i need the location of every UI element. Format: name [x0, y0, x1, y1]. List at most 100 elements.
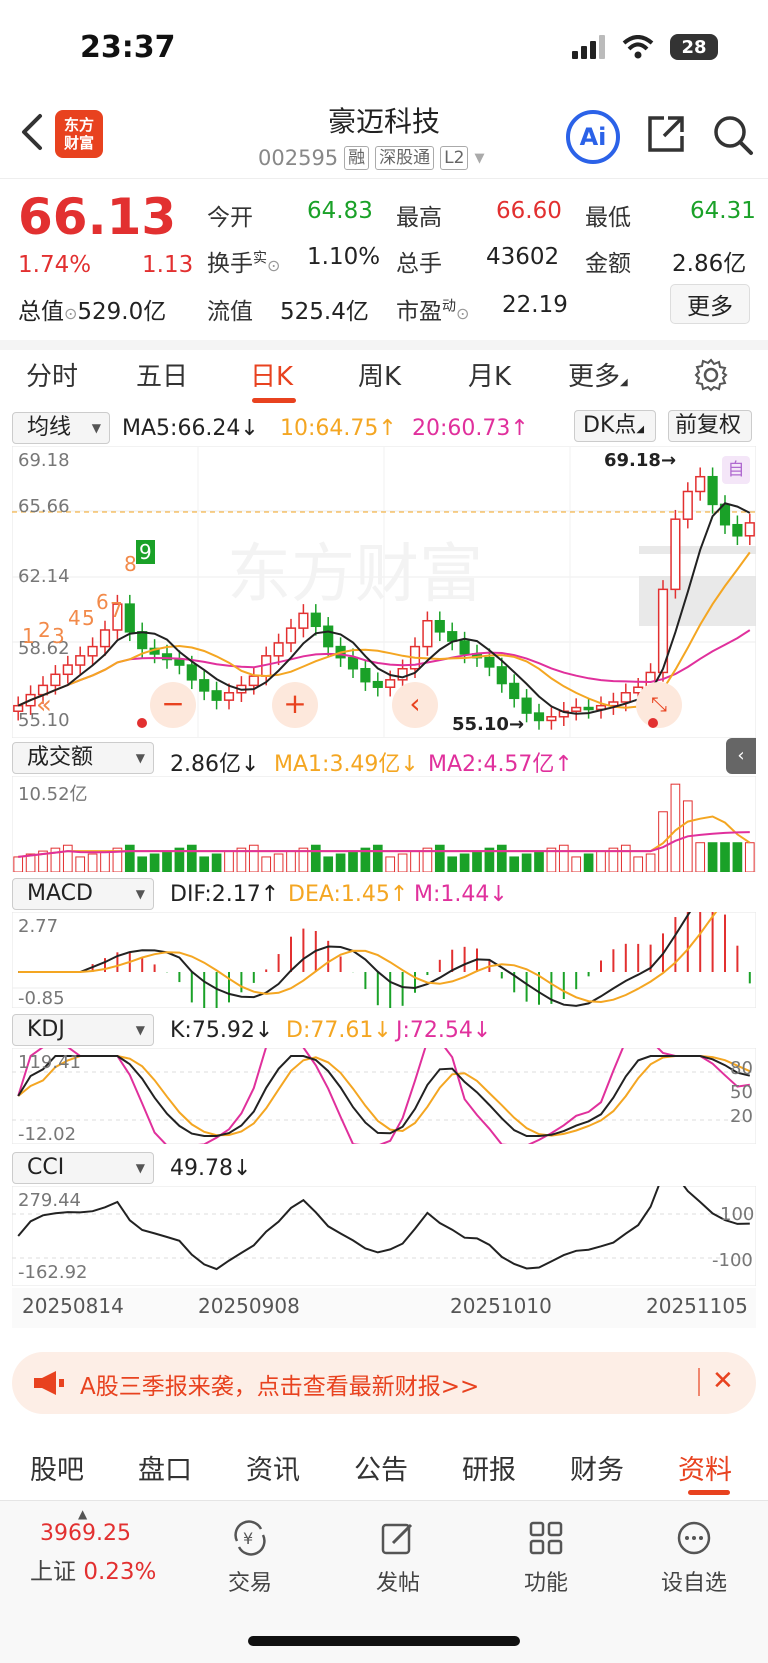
tab-news[interactable]: 资讯 [246, 1455, 300, 1486]
self-select-badge[interactable]: 自 [722, 456, 750, 484]
volume-bar [124, 844, 135, 872]
kdj-indicator-label: KDJ [27, 1017, 65, 1042]
zoom-in-button[interactable]: + [272, 682, 318, 728]
close-icon[interactable]: ✕ [712, 1366, 734, 1396]
tab-research[interactable]: 研报 [462, 1455, 516, 1486]
volume-bar [534, 850, 544, 872]
kdj-k: K:75.92↓ [170, 1018, 274, 1043]
candle-body [75, 655, 86, 666]
date-label: 20251105 [646, 1294, 748, 1318]
total-value-number: 529.0亿 [77, 299, 167, 325]
pe-label: 市盈动⊙ [396, 292, 469, 326]
candle-body [310, 612, 321, 628]
td-number: 8 [124, 552, 137, 576]
promo-banner[interactable] [12, 1352, 756, 1414]
candle-body [608, 701, 619, 707]
volume-bar [546, 847, 557, 872]
stock-name: 豪迈科技 [327, 105, 440, 138]
total-value-label: 总值 [18, 299, 64, 325]
kdj-indicator-select[interactable]: KDJ ▼ [12, 1014, 154, 1046]
y-axis-mid2: 62.14 [18, 566, 70, 587]
candle-body [248, 675, 259, 687]
scroll-left-icon[interactable]: « [36, 690, 52, 720]
date-label: 20250814 [22, 1294, 124, 1318]
index-ticker[interactable]: ▲ 3969.25 上证 0.23% [30, 1507, 180, 1586]
search-icon[interactable] [712, 114, 754, 156]
tab-weekly-k[interactable]: 周K [358, 362, 402, 392]
volume-bar [186, 844, 197, 872]
chevron-down-icon: ▼ [474, 150, 485, 166]
tab-finance[interactable]: 财务 [570, 1455, 624, 1486]
divider [0, 178, 768, 179]
tab-intraday[interactable]: 分时 [26, 362, 79, 392]
prev-button[interactable]: ‹ [392, 682, 438, 728]
td-number: 4 [68, 606, 81, 630]
tab-monthly-k[interactable]: 月K [468, 362, 512, 392]
high-label: 最高 [396, 205, 442, 231]
info-icon: ⊙ [456, 304, 470, 323]
share-icon[interactable] [646, 114, 686, 154]
volume-bar [174, 847, 185, 872]
add-watchlist-button[interactable]: 设自选 [639, 1519, 749, 1597]
macd-m: M:1.44↓ [414, 882, 508, 907]
candle-body [99, 629, 111, 648]
logo-text-2: 财富 [63, 134, 94, 152]
edit-icon [381, 1523, 413, 1555]
volume-bar [385, 856, 396, 872]
post-button[interactable]: 发帖 [343, 1519, 453, 1597]
cci-ref-100: 100 [720, 1204, 755, 1225]
stock-code-row[interactable]: 002595 融 深股通 L2 ▼ [258, 146, 484, 170]
volume-bar [286, 850, 296, 872]
svg-text:东方财富: 东方财富 [227, 538, 483, 612]
adjust-button[interactable]: 前复权 [668, 410, 752, 442]
tab-orderbook[interactable]: 盘口 [138, 1455, 192, 1486]
td-number: 5 [82, 606, 95, 630]
date-axis [12, 1288, 756, 1328]
volume-bar [571, 856, 582, 872]
active-tab-underline [252, 398, 296, 403]
functions-label: 功能 [523, 1571, 568, 1596]
more-button[interactable]: 更多 [670, 284, 750, 324]
candle-body [174, 658, 185, 666]
dk-label: DK点 [583, 413, 637, 438]
candle-body [682, 490, 693, 520]
volume-bar [199, 856, 210, 872]
post-label: 发帖 [375, 1571, 420, 1596]
tab-daily-k[interactable]: 日K [250, 362, 294, 392]
volume-bar [323, 856, 334, 872]
tab-announcements[interactable]: 公告 [354, 1455, 408, 1486]
expand-icon[interactable]: ⤡ [636, 682, 682, 728]
volume-bar [360, 847, 371, 872]
collapse-panel-icon[interactable]: ‹ [726, 738, 756, 774]
tab-forum[interactable]: 股吧 [30, 1455, 84, 1486]
cci-indicator-select[interactable]: CCI ▼ [12, 1152, 154, 1184]
functions-button[interactable]: 功能 [491, 1519, 601, 1597]
candle-body [223, 692, 235, 701]
dropdown-caret-icon: ▼ [135, 751, 145, 765]
volume-bar [472, 850, 482, 872]
volume-bar [459, 853, 470, 872]
tab-five-day[interactable]: 五日 [136, 362, 189, 392]
kline-chart[interactable]: 东方财富 [12, 446, 756, 738]
app-logo[interactable]: 东方 财富 [55, 110, 103, 158]
macd-indicator-select[interactable]: MACD ▼ [12, 878, 154, 910]
ai-button[interactable]: Ai [566, 110, 620, 164]
zoom-out-button[interactable]: − [150, 682, 196, 728]
volume-bar [149, 853, 160, 872]
info-icon: ⊙ [267, 256, 281, 275]
tab-more[interactable]: 更多◢ [568, 356, 628, 393]
dk-point-button[interactable]: DK点◢ [574, 410, 656, 442]
ma-indicator-select[interactable]: 均线 ▼ [12, 412, 110, 444]
volume-ma2: MA2:4.57亿↑ [428, 752, 573, 777]
back-icon[interactable] [18, 112, 48, 152]
date-label: 20250908 [198, 1294, 300, 1318]
banner-text[interactable]: A股三季报来袭，点击查看最新财报>> [80, 1374, 480, 1400]
volume-chart [12, 776, 756, 872]
trade-button[interactable]: ¥ 交易 [195, 1519, 305, 1597]
tab-profile[interactable]: 资料 [678, 1455, 732, 1486]
low-marker: 55.10→ [452, 714, 525, 735]
info-icon: ⊙ [64, 304, 78, 323]
float-label: 流值 [207, 299, 253, 325]
settings-icon[interactable] [694, 358, 728, 392]
volume-indicator-select[interactable]: 成交额 ▼ [12, 742, 154, 774]
